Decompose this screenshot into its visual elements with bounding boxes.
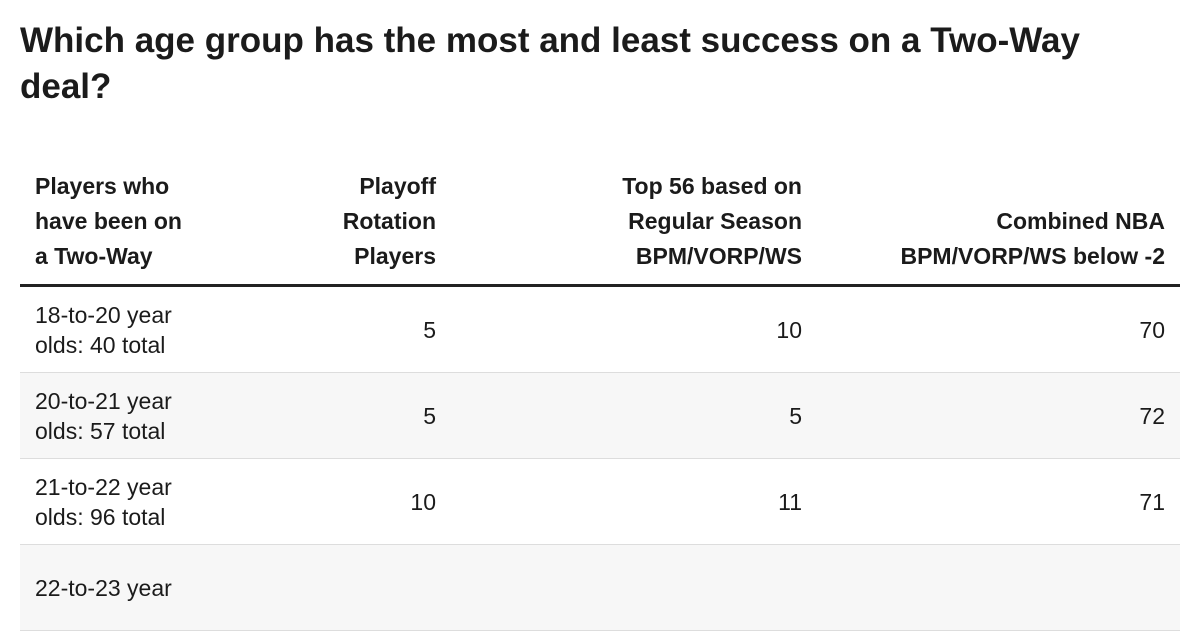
table-cell: 5: [200, 372, 436, 459]
header-row: Players who have been on a Two-Way Playof…: [20, 168, 1180, 287]
table-row: 18-to-20 year olds: 40 total 5 10 70: [20, 285, 1180, 373]
table-row: 21-to-22 year olds: 96 total 10 11 71: [20, 458, 1180, 545]
table-cell: [436, 544, 802, 631]
table-cell: 18-to-20 year olds: 40 total: [20, 285, 200, 373]
table-row: 20-to-21 year olds: 57 total 5 5 72: [20, 372, 1180, 459]
page: Which age group has the most and least s…: [20, 21, 1180, 631]
table-cell: 72: [802, 372, 1180, 459]
table-cell: 21-to-22 year olds: 96 total: [20, 458, 200, 545]
column-header: Playoff Rotation Players: [200, 168, 436, 287]
table-cell: 71: [802, 458, 1180, 545]
table-cell: 5: [436, 372, 802, 459]
table-cell: [200, 544, 436, 631]
table-head: Players who have been on a Two-Way Playof…: [20, 168, 1180, 287]
table-cell: 11: [436, 458, 802, 545]
table-cell: 10: [436, 285, 802, 373]
table-cell: 20-to-21 year olds: 57 total: [20, 372, 200, 459]
table-cell: 22-to-23 year: [20, 544, 200, 631]
column-header: Players who have been on a Two-Way: [20, 168, 200, 287]
column-header: Top 56 based on Regular Season BPM/VORP/…: [436, 168, 802, 287]
table-cell: 5: [200, 285, 436, 373]
table-cell: 70: [802, 285, 1180, 373]
table-cell: [802, 544, 1180, 631]
title: Which age group has the most and least s…: [20, 21, 1080, 106]
table-row: 22-to-23 year: [20, 544, 1180, 631]
column-header: Combined NBA BPM/VORP/WS below -2: [802, 168, 1180, 287]
table-cell: 10: [200, 458, 436, 545]
table-body: 18-to-20 year olds: 40 total 5 10 70 20-to-2…: [20, 285, 1180, 631]
data-table: Players who have been on a Two-Way Playof…: [20, 168, 1180, 631]
